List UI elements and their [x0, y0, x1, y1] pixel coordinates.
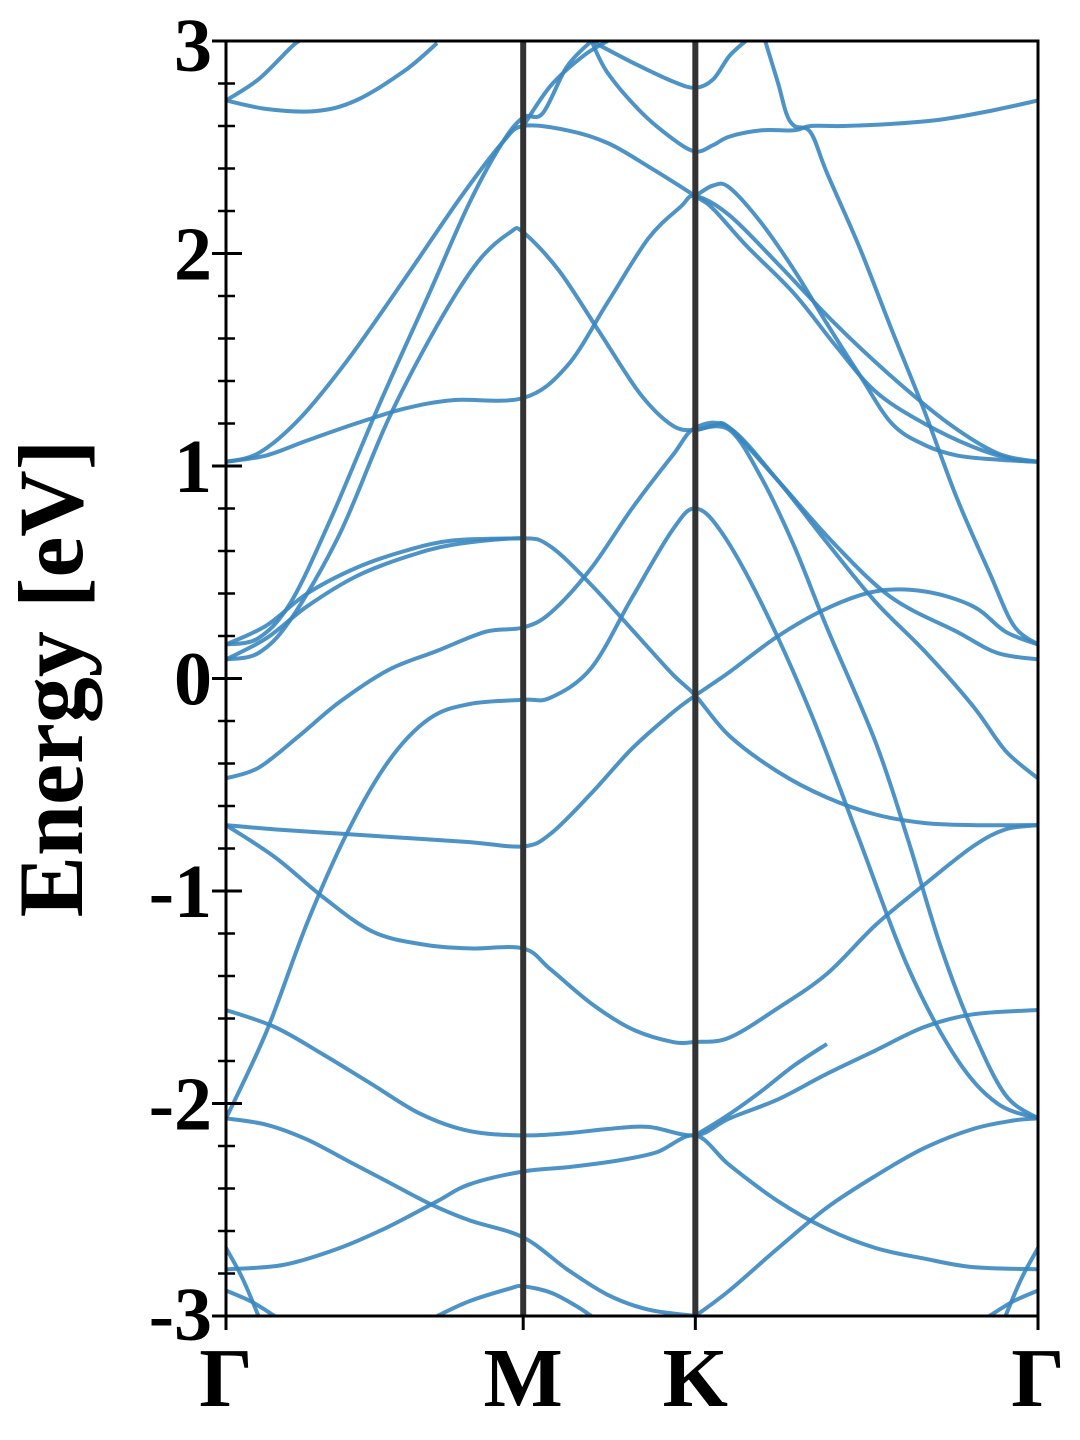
band-line-9 [226, 420, 1038, 781]
y-tick-label: -3 [149, 1273, 212, 1357]
band-line-15 [226, 1133, 1038, 1272]
band-line-6 [226, 226, 1038, 662]
band-line-7 [226, 536, 1038, 828]
x-tick-label-4: Γ [1011, 1332, 1064, 1425]
band-line-19 [226, 1288, 276, 1316]
band-line-10 [226, 587, 1038, 849]
band-line-28 [694, 181, 1038, 464]
band-line-1 [226, 41, 439, 114]
x-tick-label-2: M [484, 1332, 563, 1425]
high-symmetry-dividers [520, 41, 699, 1316]
band-line-22 [988, 1288, 1038, 1316]
band-line-11 [226, 506, 1038, 1121]
y-tick-label: 3 [174, 4, 212, 88]
band-line-2 [226, 41, 301, 103]
y-axis-ticks: -3 -2 -1 0 1 2 3 [149, 4, 242, 1357]
band-line-8 [226, 536, 524, 647]
band-line-20 [436, 1283, 593, 1316]
band-lines-group [226, 41, 1038, 1316]
band-line-4 [226, 123, 1038, 464]
band-line-27 [695, 424, 1038, 1121]
band-line-12 [226, 823, 1038, 1046]
band-line-25 [589, 41, 1038, 154]
y-tick-label: 1 [174, 425, 212, 509]
y-axis-label: Energy [eV] [0, 440, 102, 918]
band-line-14 [226, 1116, 696, 1316]
band-line-26 [763, 41, 1038, 647]
x-tick-label-3: K [663, 1332, 728, 1425]
plot-frame [224, 39, 1040, 1318]
band-line-5 [226, 41, 593, 647]
band-line-17 [694, 1116, 1038, 1316]
band-line-3 [226, 193, 1038, 464]
band-line-23 [521, 41, 609, 128]
band-line-13 [226, 1008, 1038, 1138]
y-tick-label: 0 [174, 638, 212, 722]
band-line-16 [694, 1042, 828, 1138]
band-line-21 [1003, 1247, 1038, 1316]
y-tick-label: 2 [174, 213, 212, 297]
band-line-18 [226, 1247, 261, 1316]
y-tick-label: -1 [149, 850, 212, 934]
y-tick-label: -2 [149, 1063, 212, 1147]
x-tick-label-1: Γ [199, 1332, 252, 1425]
